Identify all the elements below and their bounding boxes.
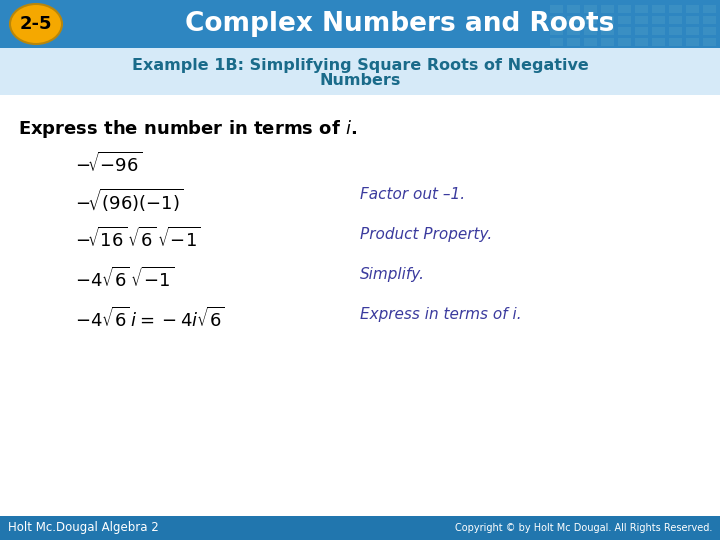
Bar <box>601 38 614 46</box>
Bar <box>652 5 665 13</box>
Text: Copyright © by Holt Mc Dougal. All Rights Reserved.: Copyright © by Holt Mc Dougal. All Right… <box>454 523 712 533</box>
Bar <box>618 38 631 46</box>
Bar <box>618 27 631 35</box>
Bar <box>584 38 597 46</box>
Bar <box>567 27 580 35</box>
Bar <box>686 27 699 35</box>
Text: Product Property.: Product Property. <box>360 227 492 242</box>
Bar <box>601 5 614 13</box>
Bar <box>635 5 648 13</box>
Text: Example 1B: Simplifying Square Roots of Negative: Example 1B: Simplifying Square Roots of … <box>132 58 588 73</box>
Text: Express in terms of i.: Express in terms of i. <box>360 307 521 322</box>
Bar <box>703 16 716 24</box>
Text: Complex Numbers and Roots: Complex Numbers and Roots <box>185 11 615 37</box>
Text: Simplify.: Simplify. <box>360 267 425 282</box>
Bar <box>601 16 614 24</box>
Bar <box>550 27 563 35</box>
Bar <box>669 38 682 46</box>
Bar <box>635 38 648 46</box>
Bar <box>584 16 597 24</box>
Bar <box>0 516 720 540</box>
Bar <box>601 27 614 35</box>
Bar <box>686 5 699 13</box>
Bar <box>0 0 720 48</box>
Bar <box>567 16 580 24</box>
Bar <box>618 5 631 13</box>
Bar <box>584 5 597 13</box>
Text: Factor out –1.: Factor out –1. <box>360 187 465 202</box>
Bar <box>703 38 716 46</box>
Text: Holt Mc.Dougal Algebra 2: Holt Mc.Dougal Algebra 2 <box>8 522 158 535</box>
Bar <box>618 16 631 24</box>
Ellipse shape <box>10 4 62 44</box>
Text: Numbers: Numbers <box>319 73 401 88</box>
Bar <box>635 16 648 24</box>
Bar <box>635 27 648 35</box>
Bar <box>0 48 720 95</box>
Text: 2-5: 2-5 <box>19 15 53 33</box>
Bar <box>584 27 597 35</box>
Bar <box>686 16 699 24</box>
Bar <box>550 16 563 24</box>
Bar <box>652 38 665 46</box>
Bar <box>703 27 716 35</box>
Bar <box>669 16 682 24</box>
Bar <box>652 16 665 24</box>
Bar <box>686 38 699 46</box>
Text: $-\!\sqrt{(96)(-1)}$: $-\!\sqrt{(96)(-1)}$ <box>75 187 184 214</box>
Text: $-4\sqrt{6}\,i = -4i\sqrt{6}$: $-4\sqrt{6}\,i = -4i\sqrt{6}$ <box>75 307 225 331</box>
Bar <box>669 27 682 35</box>
Bar <box>567 5 580 13</box>
Text: $-\!\sqrt{-96}$: $-\!\sqrt{-96}$ <box>75 152 142 176</box>
Text: Express the number in terms of $\mathbf{\mathit{i}}$.: Express the number in terms of $\mathbf{… <box>18 118 357 140</box>
Bar <box>550 5 563 13</box>
Text: $-\!\sqrt{16}\,\sqrt{6}\,\sqrt{-1}$: $-\!\sqrt{16}\,\sqrt{6}\,\sqrt{-1}$ <box>75 227 201 251</box>
Bar <box>669 5 682 13</box>
Bar <box>652 27 665 35</box>
Text: $-4\sqrt{6}\,\sqrt{-1}$: $-4\sqrt{6}\,\sqrt{-1}$ <box>75 267 174 291</box>
Bar <box>550 38 563 46</box>
Bar <box>567 38 580 46</box>
Bar <box>703 5 716 13</box>
